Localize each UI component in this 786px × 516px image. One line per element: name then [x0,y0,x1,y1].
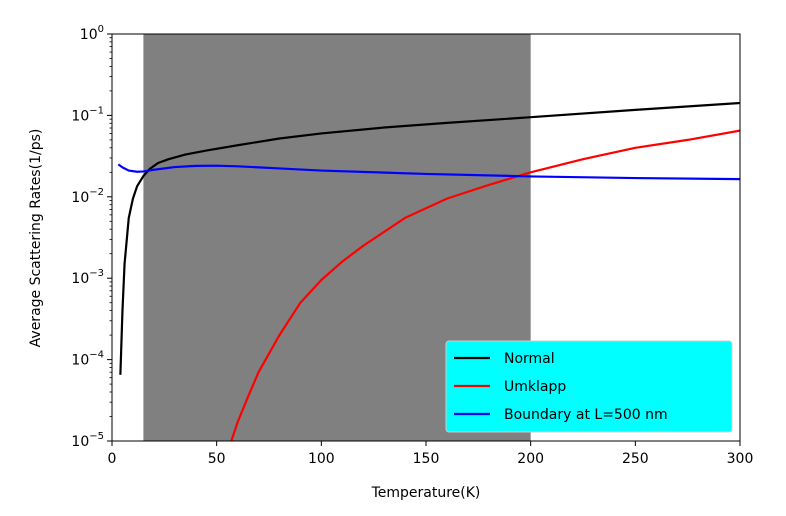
y-tick-label: 100 [80,24,104,43]
legend-entry: Umklapp [454,379,566,395]
legend-entry: Boundary at L=500 nm [454,407,668,423]
y-tick-label: 10−2 [71,187,104,206]
y-axis: 10−5 10−4 10−3 10−2 10−1 100 [71,24,112,450]
y-axis-label: Average Scattering Rates(1/ps) [28,129,44,348]
legend-box [445,340,733,433]
x-axis: 0 50 100 150 200 250 300 [108,441,754,467]
legend-label: Boundary at L=500 nm [504,407,668,423]
x-axis-label: Temperature(K) [371,485,481,501]
legend-entry: Normal [454,351,555,367]
plot-area [111,33,741,442]
x-tick-label: 300 [727,451,754,467]
x-tick-label: 50 [208,451,226,467]
x-tick-label: 150 [413,451,440,467]
x-tick-label: 250 [622,451,649,467]
series-line-normal [119,101,740,375]
x-tick-label: 200 [517,451,544,467]
series-line-boundary-at-l-500-nm [117,163,740,181]
y-tick-label: 10−3 [71,268,104,287]
legend-label: Normal [504,351,555,367]
x-tick-label: 0 [108,451,117,467]
y-tick-label: 10−5 [71,431,104,450]
legend-label: Umklapp [504,379,566,395]
series-line-umklapp [230,129,740,441]
y-tick-label: 10−4 [71,350,104,369]
x-tick-label: 100 [308,451,335,467]
legend: Normal Umklapp Boundary at L=500 nm [445,340,733,433]
y-tick-label: 10−1 [71,105,104,124]
